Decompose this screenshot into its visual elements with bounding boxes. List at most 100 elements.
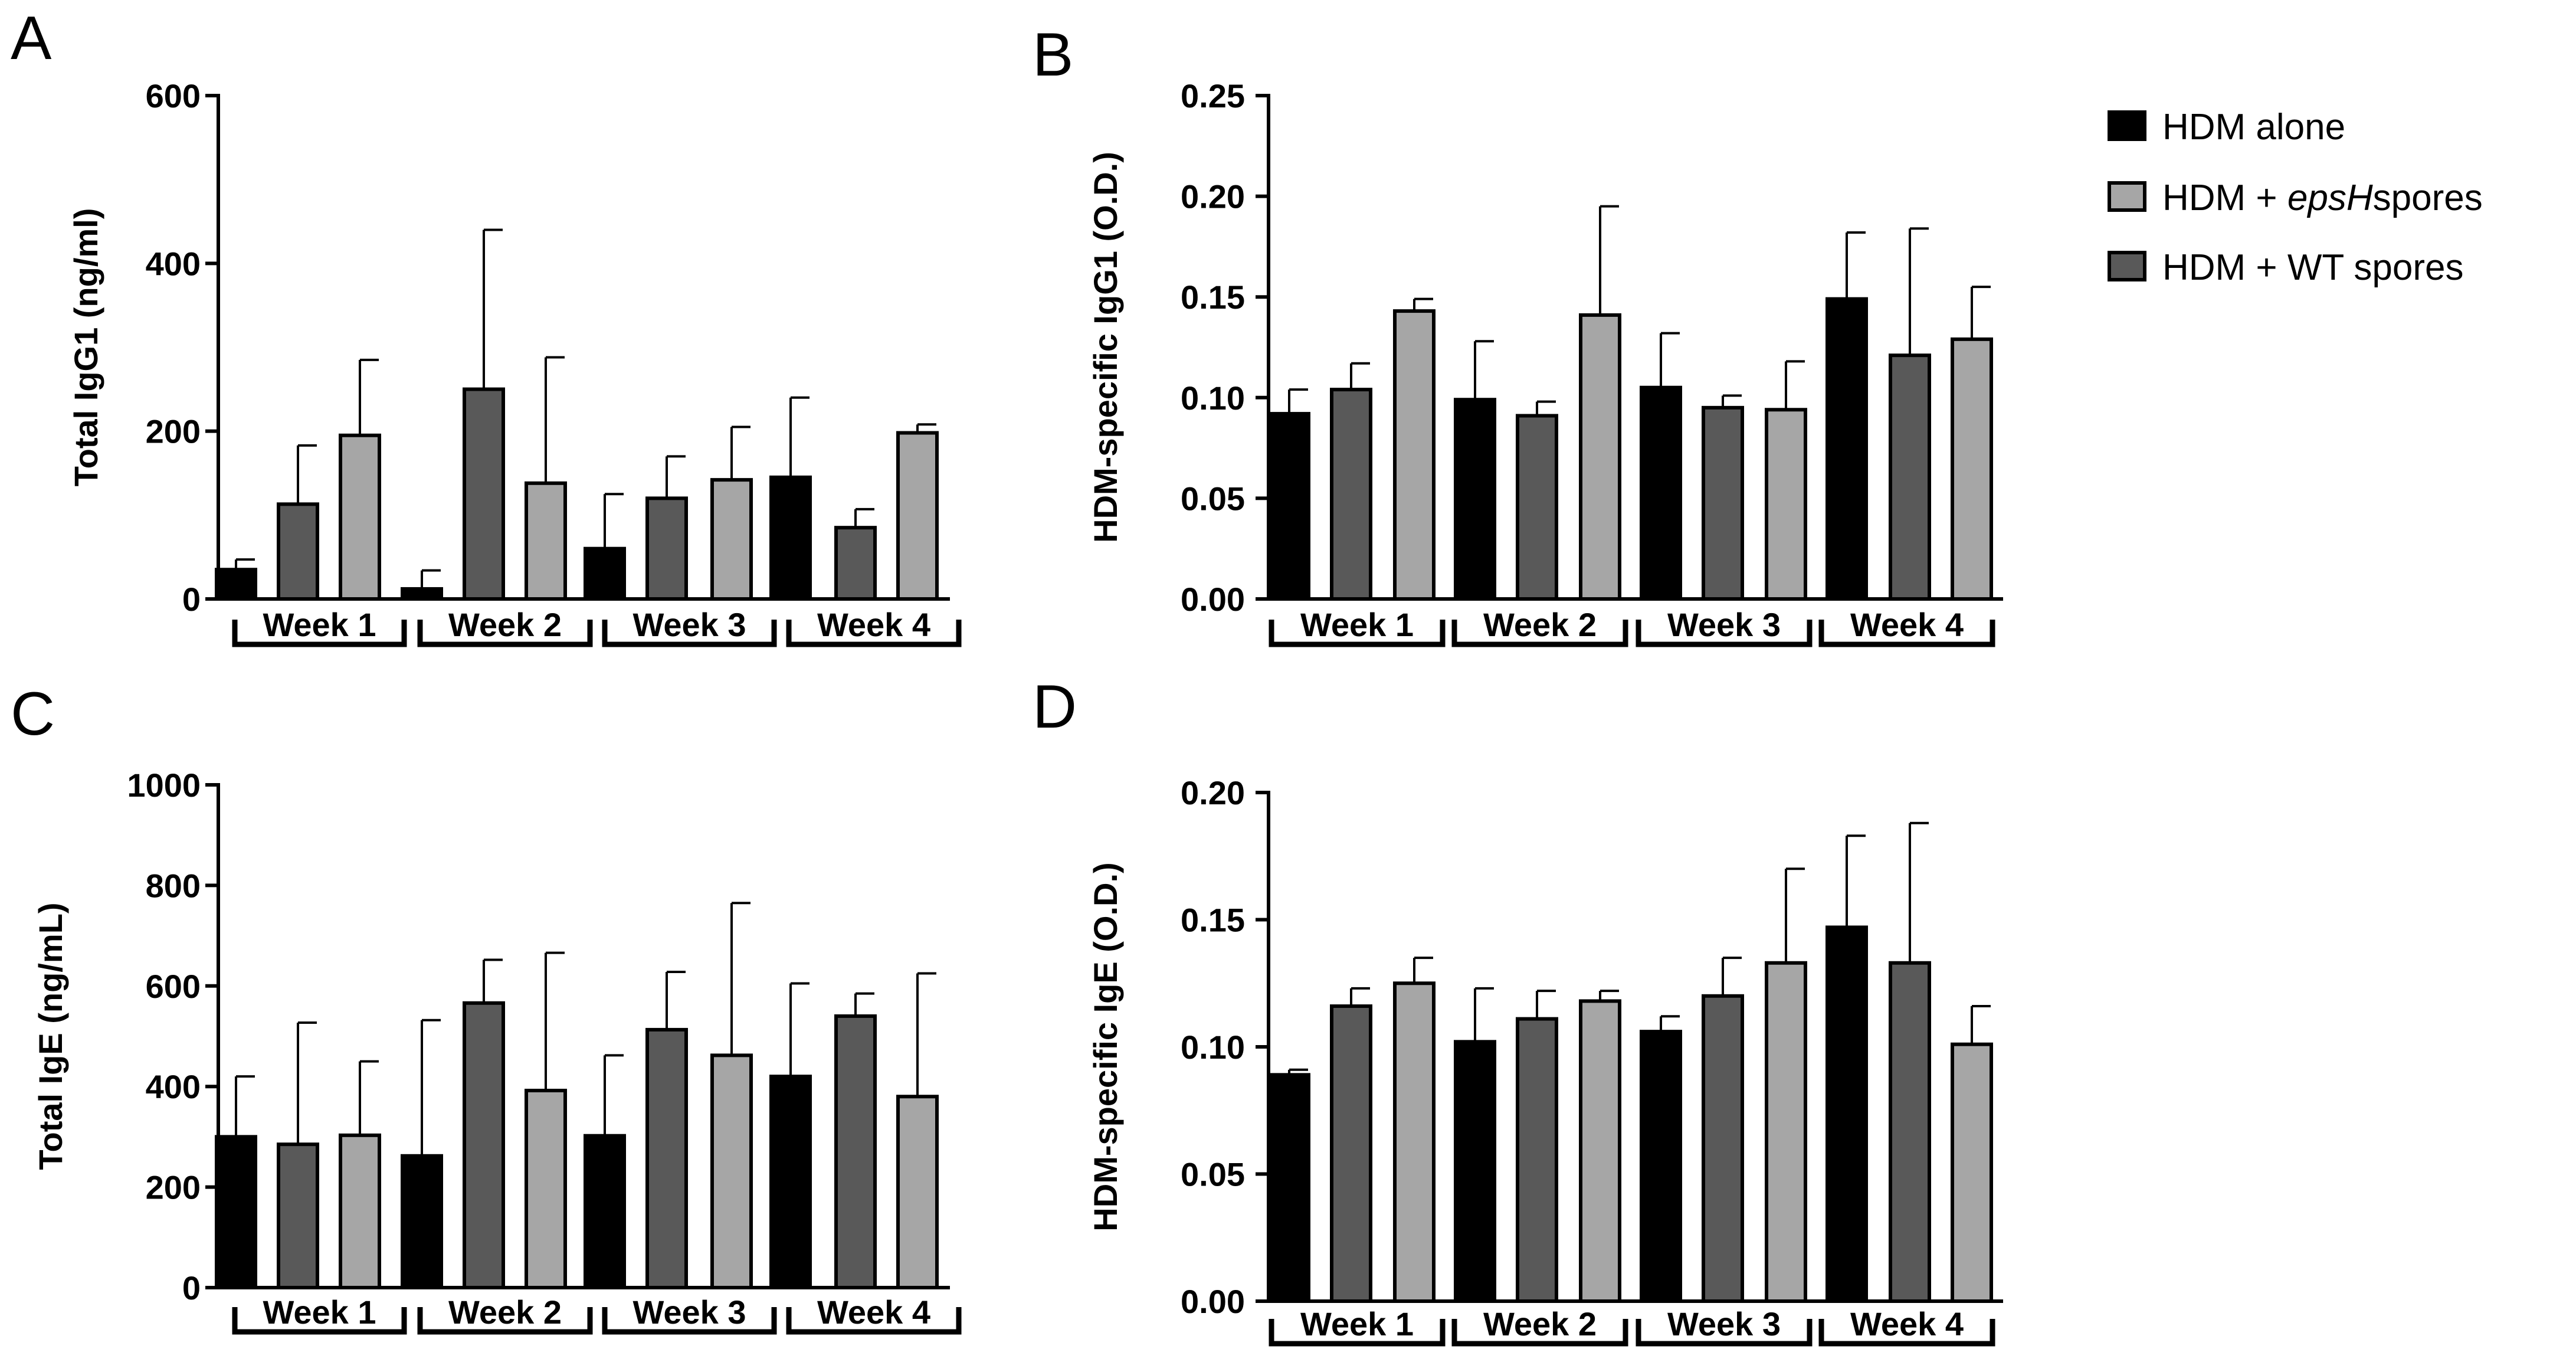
legend-swatch-wt-spores — [2108, 251, 2146, 281]
x-category-label: Week 4 — [1850, 1305, 1964, 1342]
panel-b-chart: HDM-specific IgG1 (O.D.) 0.00 0.05 0.10 0.15… — [1087, 77, 2003, 647]
x-category-label: Week 2 — [448, 1294, 562, 1331]
bar-wt-week-2 — [463, 387, 505, 601]
y-tick-label: 0.10 — [1181, 1029, 1245, 1066]
bar-eps_h-week-2 — [525, 1089, 567, 1289]
x-category-label: Week 3 — [1667, 606, 1781, 643]
legend-label-hdm-alone: HDM alone — [2162, 107, 2345, 148]
y-tick-label: 0 — [182, 581, 201, 618]
y-axis-label: HDM-specific IgG1 (O.D.) — [1087, 152, 1124, 543]
week-bracket — [232, 1307, 407, 1335]
legend-label-wt-spores: HDM + WT spores — [2162, 247, 2463, 288]
bar-wt-week-4 — [1889, 353, 1931, 601]
bar-eps_h-week-3 — [1765, 961, 1807, 1303]
y-tick-label: 800 — [146, 867, 201, 904]
y-tick-label: 0.05 — [1181, 480, 1245, 517]
bar-wt-week-1 — [1330, 388, 1372, 601]
legend-swatch-eps-h-spores — [2108, 181, 2146, 212]
bar-wt-week-4 — [834, 526, 877, 601]
week-bracket — [417, 620, 593, 647]
x-category-label: Week 2 — [1483, 1305, 1597, 1342]
x-category-label: Week 2 — [1483, 606, 1597, 643]
bar-eps_h-week-2 — [1579, 999, 1621, 1304]
x-category-label: Week 1 — [1300, 606, 1414, 643]
bar-eps_h-week-4 — [896, 1095, 939, 1289]
bar-hdm_alone-week-2 — [1454, 1040, 1496, 1303]
week-bracket — [786, 1307, 962, 1335]
week-bracket — [1636, 620, 1813, 647]
y-tick-label: 0.15 — [1181, 279, 1245, 316]
x-category-label: Week 4 — [817, 1294, 930, 1331]
panel-letter-c: C — [11, 680, 55, 748]
week-bracket — [1818, 620, 1995, 647]
bar-wt-week-1 — [1330, 1004, 1372, 1304]
bar-hdm_alone-week-4 — [1826, 925, 1868, 1304]
bar-hdm_alone-week-4 — [769, 1075, 812, 1290]
y-tick-label: 200 — [146, 1169, 201, 1206]
y-tick-label: 0.25 — [1181, 77, 1245, 114]
y-axis-label: Total IgG1 (ng/ml) — [67, 208, 104, 487]
y-tick-label: 200 — [146, 413, 201, 450]
bar-hdm_alone-week-4 — [769, 475, 812, 601]
y-tick-label: 0 — [182, 1269, 201, 1306]
panel-d-chart: HDM-specific IgE (O.D.) 0.00 0.05 0.10 0.15 0… — [1087, 774, 2003, 1347]
week-bracket — [232, 620, 407, 647]
week-bracket — [1451, 1319, 1628, 1347]
bar-eps_h-week-4 — [1951, 1042, 1993, 1303]
bar-wt-week-3 — [1702, 994, 1744, 1304]
bar-eps_h-week-3 — [710, 1053, 753, 1289]
bar-hdm_alone-week-1 — [215, 1135, 257, 1290]
y-tick-label: 0.20 — [1181, 178, 1245, 215]
bar-wt-week-2 — [1516, 414, 1558, 601]
y-tick-label: 0.00 — [1181, 581, 1245, 618]
bar-hdm_alone-week-3 — [584, 1134, 626, 1290]
x-category-label: Week 3 — [1667, 1305, 1781, 1342]
panel-letter-a: A — [11, 4, 52, 73]
bar-hdm_alone-week-3 — [584, 546, 626, 601]
week-bracket — [602, 620, 777, 647]
bar-hdm_alone-week-4 — [1826, 297, 1868, 601]
x-category-label: Week 1 — [263, 1294, 376, 1331]
bar-wt-week-1 — [277, 502, 319, 601]
bar-wt-week-3 — [1702, 405, 1744, 601]
week-bracket — [1636, 1319, 1813, 1347]
week-bracket — [1269, 620, 1446, 647]
y-axis-label: HDM-specific IgE (O.D.) — [1087, 862, 1124, 1231]
y-tick-label: 0.00 — [1181, 1283, 1245, 1320]
x-category-label: Week 1 — [1300, 1305, 1414, 1342]
bar-hdm_alone-week-2 — [401, 587, 443, 601]
legend-swatch-hdm-alone — [2108, 110, 2146, 141]
y-axis-label: Total IgE (ng/mL) — [32, 902, 69, 1170]
week-bracket — [1818, 1319, 1995, 1347]
x-category-label: Week 2 — [448, 606, 562, 643]
bar-hdm_alone-week-3 — [1640, 1030, 1682, 1303]
week-bracket — [1269, 1319, 1446, 1347]
y-tick-label: 400 — [146, 1068, 201, 1105]
bar-eps_h-week-1 — [339, 433, 381, 601]
bar-hdm_alone-week-1 — [215, 568, 257, 601]
panel-letter-b: B — [1033, 21, 1073, 89]
panel-a-chart: Total IgG1 (ng/ml) 0 200 400 600 Week 1 Week 2… — [67, 77, 962, 647]
bar-wt-week-2 — [1516, 1017, 1558, 1303]
panel-c-chart: Total IgE (ng/mL) 0 200 400 600 800 1000 Week 1… — [32, 767, 962, 1335]
bar-eps_h-week-3 — [1765, 408, 1807, 601]
bar-eps_h-week-1 — [1393, 981, 1436, 1303]
y-tick-label: 400 — [146, 245, 201, 282]
bar-wt-week-1 — [277, 1142, 319, 1290]
week-bracket — [786, 620, 962, 647]
bar-eps_h-week-4 — [896, 431, 939, 601]
y-tick-label: 0.20 — [1181, 774, 1245, 811]
y-tick-label: 600 — [146, 968, 201, 1005]
y-tick-label: 600 — [146, 77, 201, 114]
bar-eps_h-week-3 — [710, 478, 753, 601]
y-tick-label: 1000 — [127, 767, 201, 804]
week-bracket — [1451, 620, 1628, 647]
legend-label-eps-h-spores: HDM + epsHspores — [2162, 178, 2483, 218]
bar-hdm_alone-week-2 — [401, 1154, 443, 1289]
bar-wt-week-3 — [645, 1027, 688, 1289]
y-tick-label: 0.05 — [1181, 1156, 1245, 1193]
bar-hdm_alone-week-1 — [1268, 412, 1310, 601]
bar-eps_h-week-4 — [1951, 337, 1993, 601]
x-category-label: Week 3 — [633, 1294, 746, 1331]
